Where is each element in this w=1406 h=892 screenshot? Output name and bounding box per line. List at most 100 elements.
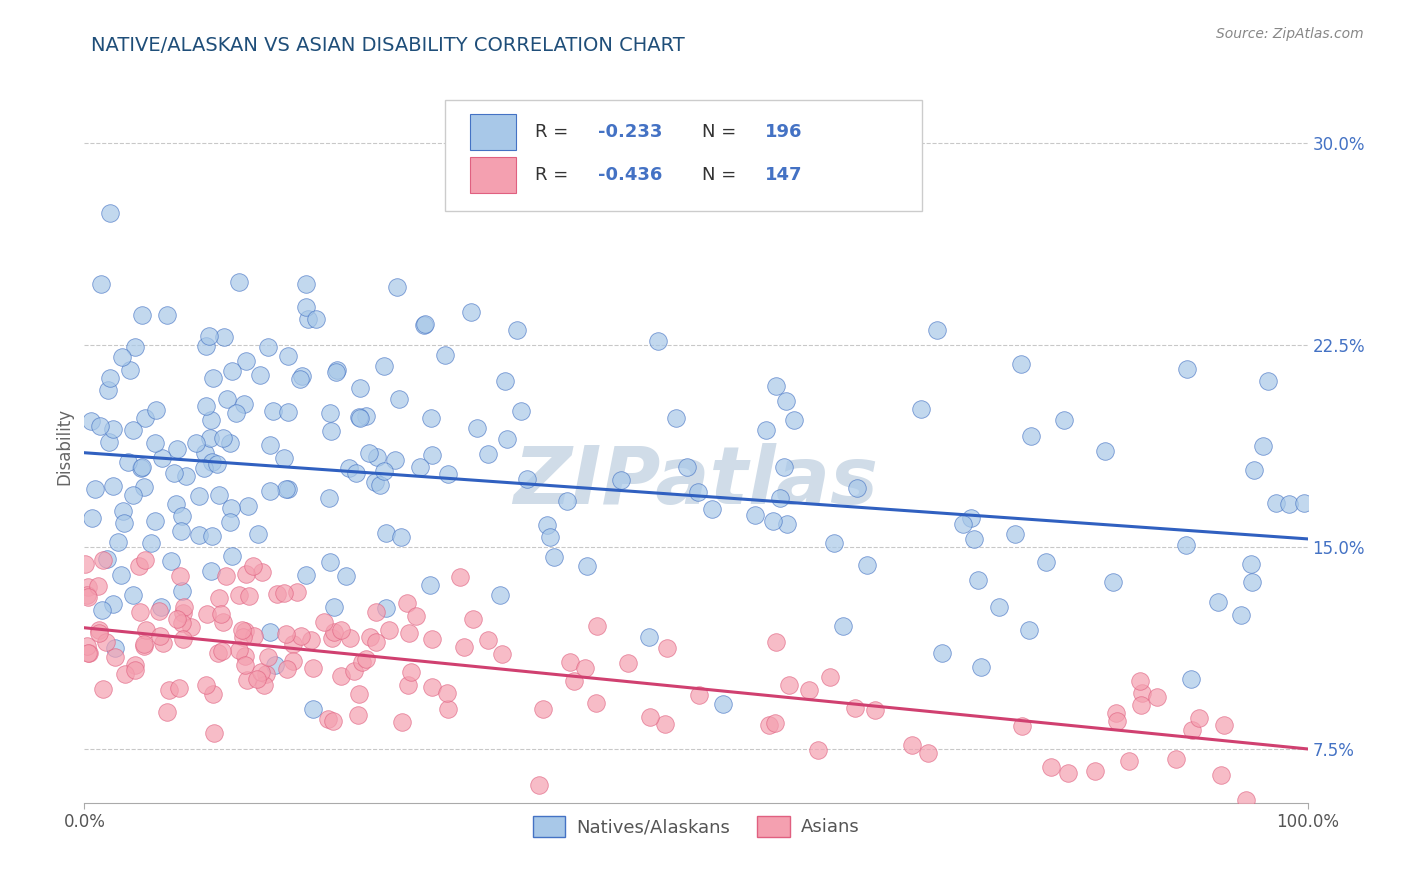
Point xyxy=(134,637,156,651)
Point xyxy=(207,646,229,660)
Point xyxy=(124,340,146,354)
Point xyxy=(1211,767,1233,781)
Point xyxy=(758,718,780,732)
Point xyxy=(148,604,170,618)
Point xyxy=(173,600,195,615)
Point xyxy=(170,584,193,599)
Point xyxy=(114,516,136,531)
Point xyxy=(1164,752,1187,766)
Point xyxy=(202,726,225,740)
Point xyxy=(538,530,561,544)
Point xyxy=(330,668,353,682)
Point xyxy=(104,649,127,664)
Point xyxy=(299,632,322,647)
Point xyxy=(323,625,346,640)
Point xyxy=(170,616,193,631)
Text: Source: ZipAtlas.com: Source: ZipAtlas.com xyxy=(1216,27,1364,41)
Point xyxy=(1257,374,1279,388)
Point xyxy=(111,350,134,364)
Legend: Natives/Alaskans, Asians: Natives/Alaskans, Asians xyxy=(526,808,866,844)
FancyBboxPatch shape xyxy=(446,100,922,211)
Point xyxy=(188,489,211,503)
Point xyxy=(373,464,395,478)
Point xyxy=(235,624,257,638)
Point xyxy=(477,632,499,647)
Point xyxy=(94,635,117,649)
Point xyxy=(318,491,340,505)
Point xyxy=(617,657,640,671)
Point xyxy=(73,557,96,571)
Point xyxy=(1128,674,1150,689)
Point xyxy=(274,482,297,496)
Point xyxy=(87,625,110,640)
Point xyxy=(163,466,186,480)
Point xyxy=(495,432,517,446)
Point xyxy=(711,697,734,711)
Point xyxy=(1243,463,1265,477)
Point xyxy=(118,363,141,377)
Text: R =: R = xyxy=(534,166,574,184)
Point xyxy=(329,623,352,637)
Point xyxy=(375,600,398,615)
Point xyxy=(967,573,990,587)
Point xyxy=(100,370,122,384)
Point xyxy=(610,473,633,487)
Point xyxy=(399,665,422,680)
Point xyxy=(506,323,529,337)
Point xyxy=(291,369,314,384)
Point xyxy=(321,631,343,645)
Point xyxy=(769,491,792,505)
Point xyxy=(238,589,260,603)
Point xyxy=(366,450,388,465)
Point xyxy=(1105,714,1128,728)
Point xyxy=(536,517,558,532)
Point xyxy=(208,591,231,606)
Point xyxy=(562,674,585,689)
Point xyxy=(925,323,948,337)
Point xyxy=(776,517,799,532)
Point xyxy=(152,636,174,650)
Point xyxy=(763,716,786,731)
Point xyxy=(302,701,325,715)
Point xyxy=(585,619,607,633)
Point xyxy=(86,579,108,593)
Point xyxy=(970,660,993,674)
Point xyxy=(124,663,146,677)
Point xyxy=(254,666,277,681)
Point xyxy=(266,587,288,601)
Point xyxy=(437,467,460,481)
Point xyxy=(1188,711,1211,725)
Point xyxy=(131,308,153,322)
Point xyxy=(209,607,232,621)
Point xyxy=(235,673,257,688)
Point xyxy=(364,605,387,619)
Point xyxy=(413,317,436,331)
Point xyxy=(807,743,830,757)
Point xyxy=(322,714,344,729)
Point xyxy=(1239,557,1261,571)
Point xyxy=(316,712,339,726)
Point xyxy=(375,526,398,541)
Point xyxy=(225,406,247,420)
Point xyxy=(368,478,391,492)
Point xyxy=(420,448,443,462)
Point xyxy=(277,350,299,364)
Point xyxy=(335,569,357,583)
Point xyxy=(1278,497,1301,511)
Point xyxy=(765,635,787,649)
Point xyxy=(349,410,371,425)
Point xyxy=(129,461,152,475)
Point xyxy=(228,275,250,289)
Point xyxy=(558,655,581,669)
Point xyxy=(1212,718,1234,732)
Text: ZIPatlas: ZIPatlas xyxy=(513,442,879,521)
Point xyxy=(359,630,381,644)
Point xyxy=(960,510,983,524)
Point xyxy=(233,649,256,664)
Point xyxy=(988,599,1011,614)
Point xyxy=(290,629,312,643)
Point xyxy=(491,647,513,661)
Point xyxy=(90,603,112,617)
Point xyxy=(219,500,242,515)
Point xyxy=(273,586,295,600)
